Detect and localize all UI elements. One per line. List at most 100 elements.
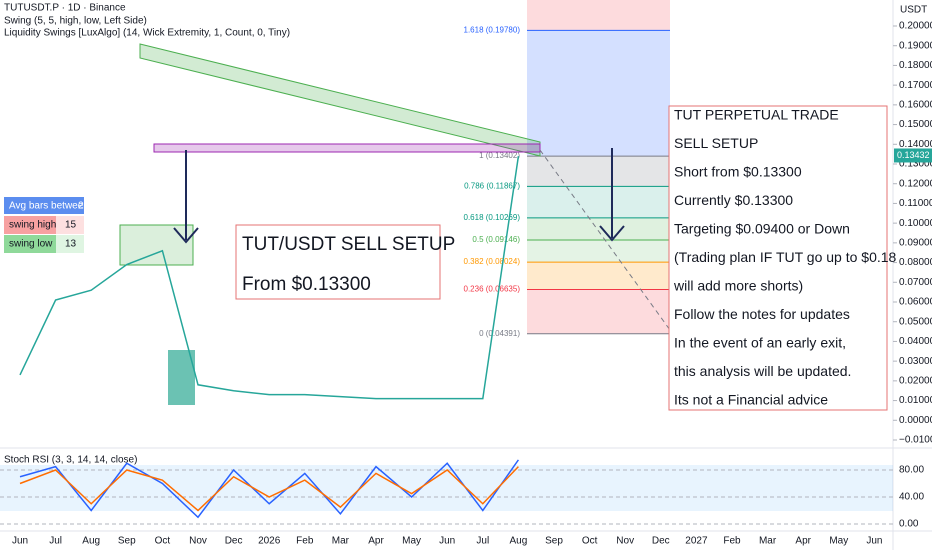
y-tick-label: 0.14000 xyxy=(899,139,932,150)
y-tick-label: 0.08000 xyxy=(899,257,932,268)
table-text: Avg bars between xyxy=(9,201,89,212)
x-tick-label: Jun xyxy=(12,536,28,547)
fib-label: 0 (0.04391) xyxy=(479,329,520,338)
note-line: will add more shorts) xyxy=(673,278,803,294)
x-tick-label: Apr xyxy=(368,536,384,547)
fib-zone xyxy=(527,289,670,334)
note-line: this analysis will be updated. xyxy=(674,363,851,379)
y-tick-label: −0.01000 xyxy=(899,435,932,446)
fib-zone xyxy=(527,262,670,290)
note-line: (Trading plan IF TUT go up to $0.18 xyxy=(674,249,897,265)
fib-label: 0.5 (0.09146) xyxy=(472,235,520,244)
fib-label: 1.618 (0.19780) xyxy=(464,25,521,34)
arrow xyxy=(173,150,199,244)
stoch-title: Stoch RSI (3, 3, 14, 14, close) xyxy=(4,455,137,466)
x-tick-label: Nov xyxy=(616,536,634,547)
fib-label: 1 (0.13402) xyxy=(479,151,520,160)
fib-zone xyxy=(527,156,670,187)
table-cell xyxy=(56,216,84,234)
x-tick-label: Feb xyxy=(723,536,741,547)
y-tick-label: 0.01000 xyxy=(899,395,932,406)
base-zone xyxy=(119,224,194,266)
x-tick-label: Sep xyxy=(545,536,563,547)
note-line: TUT PERPETUAL TRADE xyxy=(674,107,839,123)
table-text: 15 xyxy=(65,220,77,231)
x-tick-label: May xyxy=(829,536,848,547)
indicator: Liquidity Swings [LuxAlgo] (14, Wick Ext… xyxy=(4,28,290,39)
fib-zone xyxy=(527,30,670,157)
x-tick-label: 2026 xyxy=(258,536,281,547)
note-line: Targeting $0.09400 or Down xyxy=(674,221,850,237)
table-cell xyxy=(4,197,84,214)
fib-label: 0.618 (0.10269) xyxy=(464,213,521,222)
x-tick-label: Apr xyxy=(795,536,811,547)
fib-label: 0.236 (0.06635) xyxy=(464,285,521,294)
note-line: Its not a Financial advice xyxy=(674,392,828,408)
note-line: Currently $0.13300 xyxy=(674,192,793,208)
y-tick-label: 0.12000 xyxy=(899,178,932,189)
y-tick-label: 0.05000 xyxy=(899,316,932,327)
fib-zone xyxy=(527,239,670,263)
setup-box xyxy=(235,224,441,300)
table-cell xyxy=(4,216,56,234)
x-tick-label: Jul xyxy=(49,536,62,547)
currency: USDT xyxy=(900,5,927,16)
y-tick-label: 0.17000 xyxy=(899,80,932,91)
y-tick-label: 0.09000 xyxy=(899,237,932,248)
y-tick-label: 0.13000 xyxy=(899,159,932,170)
arrow xyxy=(599,148,625,242)
table-text: swing high xyxy=(9,220,56,231)
y-tick-label: 0.19000 xyxy=(899,40,932,51)
x-tick-label: Oct xyxy=(582,536,598,547)
notes-box xyxy=(668,105,888,411)
indicator: Swing (5, 5, high, low, Left Side) xyxy=(4,16,147,27)
y-tick-label: 0.10000 xyxy=(899,218,932,229)
y-tick-label: 0.00000 xyxy=(899,415,932,426)
y-tick-label: 0.11000 xyxy=(899,198,932,209)
setup-text: From $0.13300 xyxy=(242,274,371,295)
y-tick-label: 0.20000 xyxy=(899,21,932,32)
y-tick-label: 0.15000 xyxy=(899,119,932,130)
symbol: TUTUSDT.P · 1D · Binance xyxy=(4,3,126,14)
y-tick-label: 0.16000 xyxy=(899,99,932,110)
x-tick-label: Jul xyxy=(476,536,489,547)
price-tag-label: 0.13432 xyxy=(897,150,930,160)
y-tick-label: 40.00 xyxy=(899,492,924,503)
series-line xyxy=(19,459,520,519)
table-text: 13 xyxy=(65,239,77,250)
table-text: swing low xyxy=(9,239,53,250)
y-tick-label: 0.03000 xyxy=(899,356,932,367)
x-tick-label: Dec xyxy=(225,536,243,547)
x-tick-label: Dec xyxy=(652,536,670,547)
fib-zone xyxy=(527,217,670,240)
x-tick-label: Mar xyxy=(332,536,350,547)
table-text: 2 xyxy=(78,201,84,212)
notes: TUT PERPETUAL TRADE SELL SETUP Short from … xyxy=(673,107,897,408)
y-tick-label: 80.00 xyxy=(899,465,924,476)
fib-label: 0.382 (0.08024) xyxy=(464,257,521,266)
x-tick-label: Jun xyxy=(439,536,455,547)
x-tick-label: 2027 xyxy=(685,536,708,547)
x-tick-label: Mar xyxy=(759,536,777,547)
y-tick-label: 0.02000 xyxy=(899,375,932,386)
x-tick-label: Aug xyxy=(510,536,528,547)
series-line xyxy=(19,466,519,512)
y-tick-label: 0.18000 xyxy=(899,60,932,71)
x-tick-label: Sep xyxy=(118,536,136,547)
note-line: SELL SETUP xyxy=(674,135,758,151)
table-cell xyxy=(56,235,84,253)
note-line: Short from $0.13300 xyxy=(674,164,802,180)
stoch-band xyxy=(0,465,893,511)
y-tick-label: 0.00 xyxy=(899,519,919,530)
x-tick-label: Jun xyxy=(866,536,882,547)
note-line: In the event of an early exit, xyxy=(674,335,846,351)
x-tick-label: May xyxy=(402,536,421,547)
resistance-zone xyxy=(153,143,541,153)
table-cell xyxy=(4,235,56,253)
y-tick-label: 0.06000 xyxy=(899,297,932,308)
x-tick-label: Nov xyxy=(189,536,207,547)
note-line: Follow the notes for updates xyxy=(674,306,850,322)
projection xyxy=(539,149,671,331)
x-tick-label: Feb xyxy=(296,536,314,547)
x-tick-label: Aug xyxy=(82,536,100,547)
